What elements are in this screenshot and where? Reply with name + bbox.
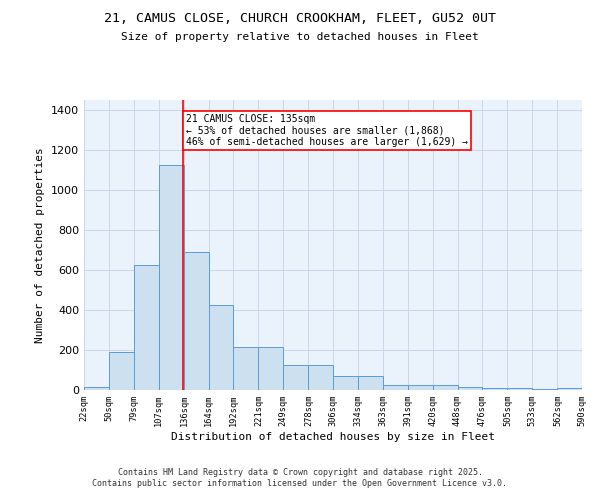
Bar — [333, 376, 358, 390]
Text: 21, CAMUS CLOSE, CHURCH CROOKHAM, FLEET, GU52 0UT: 21, CAMUS CLOSE, CHURCH CROOKHAM, FLEET,… — [104, 12, 496, 26]
Bar — [233, 347, 259, 390]
Bar — [308, 365, 333, 390]
Bar — [407, 385, 433, 390]
Bar — [358, 376, 383, 390]
Y-axis label: Number of detached properties: Number of detached properties — [35, 147, 46, 343]
Bar — [158, 165, 184, 390]
Text: Contains HM Land Registry data © Crown copyright and database right 2025.
Contai: Contains HM Land Registry data © Crown c… — [92, 468, 508, 487]
Bar — [532, 389, 557, 390]
Bar — [508, 388, 532, 390]
Bar — [134, 265, 158, 390]
Bar — [259, 347, 283, 390]
Text: Size of property relative to detached houses in Fleet: Size of property relative to detached ho… — [121, 32, 479, 42]
Bar — [84, 387, 109, 390]
Bar — [209, 305, 233, 390]
Bar — [458, 387, 482, 390]
Bar — [184, 252, 209, 390]
Text: 21 CAMUS CLOSE: 135sqm
← 53% of detached houses are smaller (1,868)
46% of semi-: 21 CAMUS CLOSE: 135sqm ← 53% of detached… — [186, 114, 468, 147]
Bar — [433, 385, 458, 390]
X-axis label: Distribution of detached houses by size in Fleet: Distribution of detached houses by size … — [171, 432, 495, 442]
Bar — [482, 388, 508, 390]
Bar — [383, 385, 407, 390]
Bar — [283, 365, 308, 390]
Bar — [109, 352, 134, 390]
Bar — [557, 388, 582, 390]
